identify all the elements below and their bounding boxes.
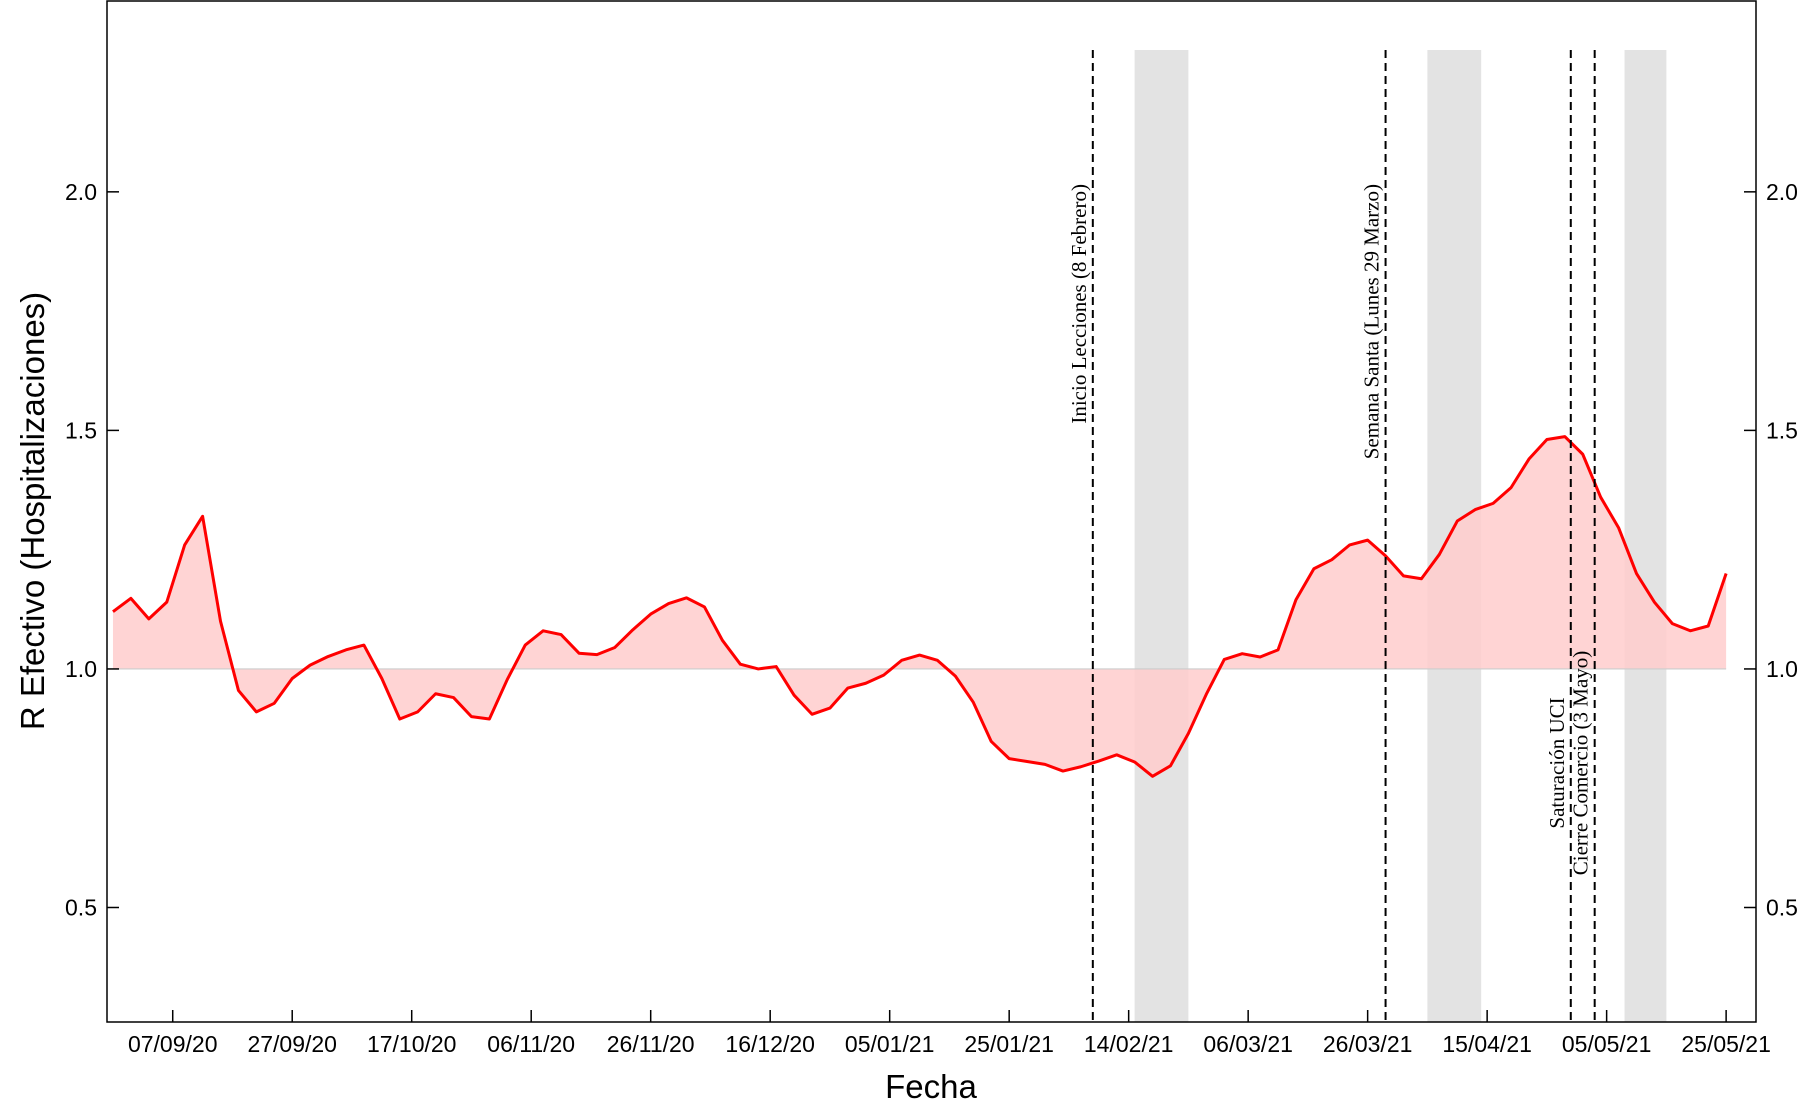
x-tick-label: 15/04/21 <box>1442 1031 1532 1057</box>
x-tick-label: 26/03/21 <box>1323 1031 1413 1057</box>
event-label: Cierre Comercio (3 Mayo) <box>1569 651 1593 876</box>
x-tick-label: 06/03/21 <box>1203 1031 1293 1057</box>
y-tick-label: 1.5 <box>65 417 97 443</box>
shaded-period <box>1134 50 1189 1022</box>
x-tick-label: 25/01/21 <box>964 1031 1054 1057</box>
shaded-period <box>1624 50 1667 1022</box>
y-tick-label: 0.5 <box>65 894 97 920</box>
y2-tick-label: 2.0 <box>1766 179 1798 205</box>
x-tick-label: 17/10/20 <box>367 1031 457 1057</box>
y-tick-label: 2.0 <box>65 179 97 205</box>
plot-frame <box>106 0 1757 1023</box>
x-axis-title: Fecha <box>885 1068 977 1105</box>
y-tick-label: 1.0 <box>65 656 97 682</box>
y2-tick-label: 0.5 <box>1766 894 1798 920</box>
x-tick-label: 06/11/20 <box>487 1031 575 1057</box>
x-tick-label: 26/11/20 <box>607 1031 695 1057</box>
event-label: Semana Santa (Lunes 29 Marzo) <box>1360 184 1384 459</box>
y-axis-title: R Efectivo (Hospitalizaciones) <box>14 292 51 730</box>
y2-tick-label: 1.5 <box>1766 417 1798 443</box>
event-label: Saturación UCI <box>1545 697 1569 828</box>
y2-tick-label: 1.0 <box>1766 656 1798 682</box>
x-tick-label: 07/09/20 <box>128 1031 218 1057</box>
x-tick-label: 25/05/21 <box>1681 1031 1771 1057</box>
x-tick-label: 16/12/20 <box>725 1031 815 1057</box>
x-tick-label: 27/09/20 <box>247 1031 337 1057</box>
line <box>112 435 1728 778</box>
x-tick-label: 14/02/21 <box>1084 1031 1174 1057</box>
event-label: Inicio Lecciones (8 Febrero) <box>1067 184 1091 424</box>
x-tick-label: 05/05/21 <box>1562 1031 1652 1057</box>
x-tick-label: 05/01/21 <box>845 1031 935 1057</box>
area <box>112 436 1727 777</box>
